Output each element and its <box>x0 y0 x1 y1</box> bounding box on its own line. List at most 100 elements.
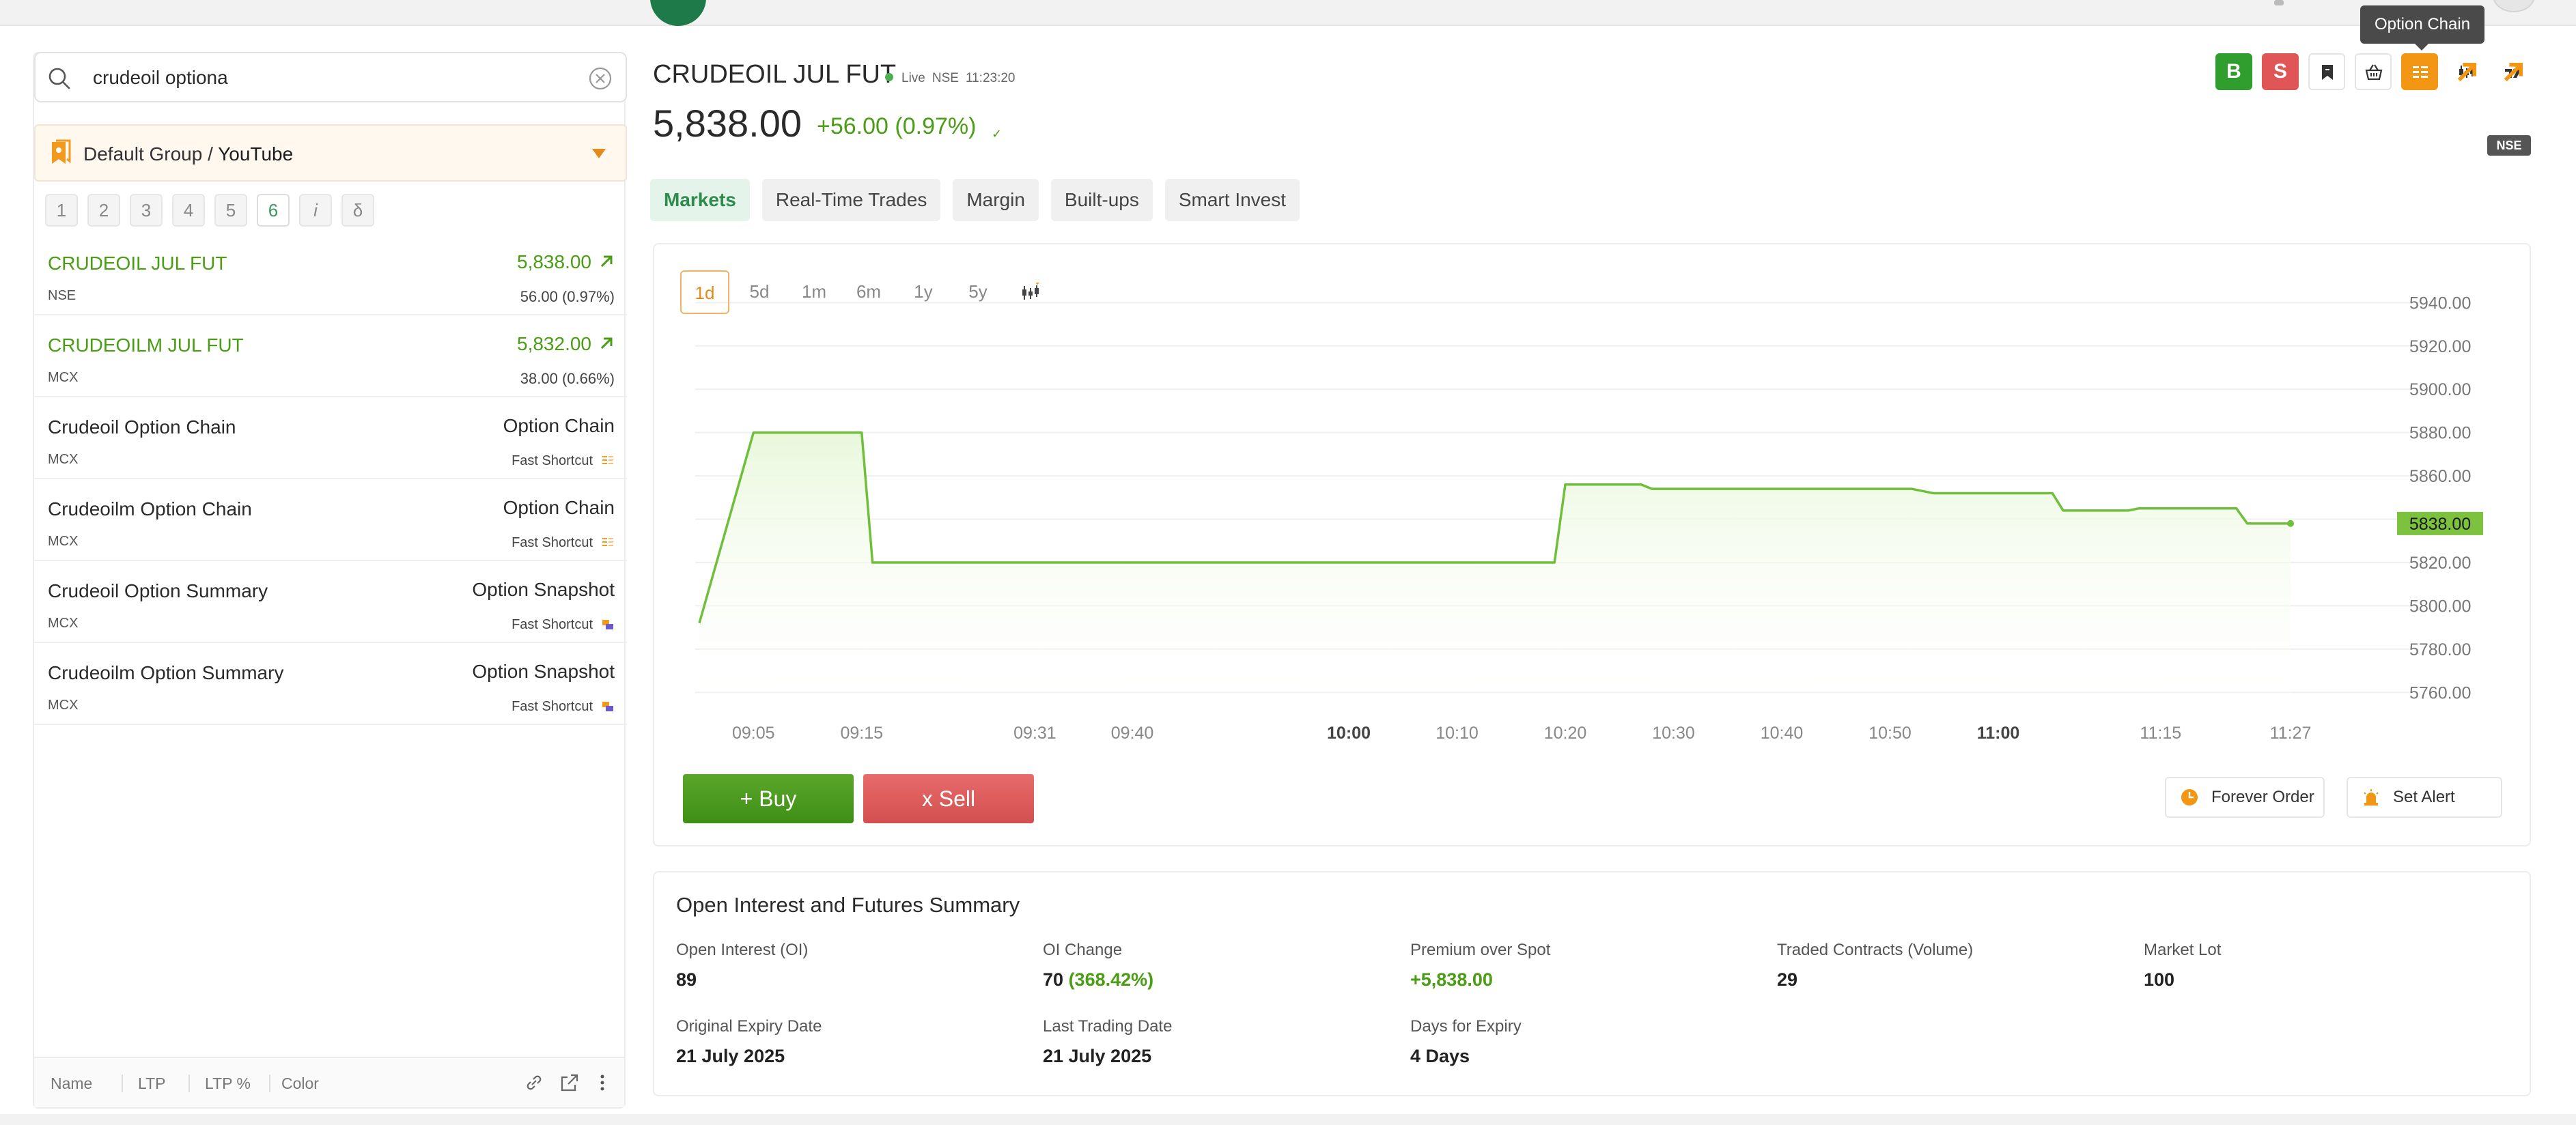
option-chain-button[interactable] <box>2401 53 2438 90</box>
watchlist-group-selector[interactable]: Default Group / YouTube <box>34 124 627 182</box>
original-expiry-value: 21 July 2025 <box>676 1046 785 1066</box>
buy-order-button[interactable]: + Buy <box>683 774 854 823</box>
shortcut-label: Fast Shortcut <box>512 535 615 551</box>
list-item[interactable]: Crudeoilm Option Chain MCX Option Chain … <box>34 479 627 561</box>
set-alert-label: Set Alert <box>2393 788 2455 806</box>
avatar[interactable] <box>2493 0 2535 12</box>
candlestick-icon <box>1022 283 1040 300</box>
sort-ltp-pct-button[interactable]: LTP % <box>205 1074 251 1092</box>
arrow-up-right-icon <box>600 337 613 350</box>
option-chain-icon <box>602 456 613 464</box>
oi-change: OI Change 70 (368.42%) <box>1043 941 1398 991</box>
last-price-point <box>2287 519 2294 527</box>
tab-smart-invest[interactable]: Smart Invest <box>1164 179 1300 221</box>
price-chart[interactable]: 5940.005920.005900.005880.005860.005840.… <box>654 244 2532 763</box>
chevron-down-icon[interactable] <box>591 147 606 160</box>
volume-value: 29 <box>1777 969 1798 990</box>
ltp-value: 5,832.00 <box>517 333 591 354</box>
clear-search-icon[interactable] <box>587 66 613 91</box>
search-value[interactable]: crudeoil optiona <box>93 67 228 88</box>
market-lot-label: Market Lot <box>2144 941 2222 959</box>
arrow-up-right-icon <box>600 255 613 268</box>
range-1m-button[interactable]: 1m <box>801 281 827 302</box>
sell-button[interactable]: S <box>2262 53 2299 90</box>
page-tab-4[interactable]: 4 <box>172 194 205 227</box>
page-tab-3[interactable]: 3 <box>130 194 163 227</box>
basket-button[interactable] <box>2355 53 2392 90</box>
oi-change-label: OI Change <box>1043 941 1123 959</box>
sell-order-button[interactable]: x Sell <box>863 774 1034 823</box>
original-expiry-label: Original Expiry Date <box>676 1017 822 1036</box>
tooltip-option-chain: Option Chain <box>2360 5 2484 51</box>
option-snapshot-icon <box>602 702 613 711</box>
list-item[interactable]: CRUDEOIL JUL FUT NSE 5,838.00 56.00 (0.9… <box>34 233 627 315</box>
brand-logo-icon[interactable] <box>650 0 706 26</box>
set-alert-button[interactable]: Set Alert <box>2347 777 2502 818</box>
alert-siren-icon <box>2364 789 2379 806</box>
page-tab-1[interactable]: 1 <box>45 194 78 227</box>
range-1d-button[interactable]: 1d <box>680 270 729 314</box>
tab-built-ups[interactable]: Built-ups <box>1050 179 1153 221</box>
y-tick-label: 5900.00 <box>2409 380 2471 399</box>
page-tab-delta[interactable]: δ <box>341 194 374 227</box>
range-1y-button[interactable]: 1y <box>914 281 933 302</box>
external-link-icon[interactable] <box>559 1072 580 1094</box>
buy-button[interactable]: B <box>2215 53 2252 90</box>
tab-margin[interactable]: Margin <box>953 179 1039 221</box>
fast-shortcut-text: Fast Shortcut <box>512 535 593 550</box>
fast-shortcut-text: Fast Shortcut <box>512 453 593 468</box>
option-chain-icon <box>602 538 613 546</box>
open-interest-value: 89 <box>676 969 697 990</box>
sort-ltp-button[interactable]: LTP <box>138 1074 166 1092</box>
page-tab-6[interactable]: 6 <box>257 194 290 227</box>
sort-color-button[interactable]: Color <box>281 1074 319 1092</box>
advanced-chart-button[interactable] <box>1008 270 1057 314</box>
page-tab-5[interactable]: 5 <box>214 194 247 227</box>
range-6m-button[interactable]: 6m <box>856 281 882 302</box>
last-traded-price: 5,838.00 <box>653 102 802 145</box>
last-price-label-bg <box>2397 511 2483 535</box>
list-item[interactable]: Crudeoilm Option Summary MCX Option Snap… <box>34 643 627 725</box>
tab-markets[interactable]: Markets <box>650 179 750 221</box>
shortcut-exchange: MCX <box>48 534 79 549</box>
market-lot-value: 100 <box>2144 969 2175 990</box>
instrument-change: 56.00 (0.97%) <box>520 288 615 305</box>
shortcut-label: Fast Shortcut <box>512 699 615 715</box>
instrument-tabs: Markets Real-Time Trades Margin Built-up… <box>650 179 1300 223</box>
chart-type-button[interactable] <box>2448 53 2484 90</box>
divider <box>269 1074 270 1092</box>
basket-icon <box>2365 64 2383 81</box>
more-options-icon[interactable] <box>591 1072 613 1094</box>
traded-contracts: Traded Contracts (Volume) 29 <box>1777 941 2132 991</box>
exchange-label: NSE <box>932 71 959 85</box>
page-tab-info[interactable]: i <box>299 194 332 227</box>
range-5d-button[interactable]: 5d <box>749 281 770 302</box>
change-tick-icon: ✓ <box>992 127 1003 141</box>
list-item[interactable]: Crudeoil Option Summary MCX Option Snaps… <box>34 561 627 643</box>
live-dot-icon <box>885 73 893 81</box>
divider <box>122 1074 123 1092</box>
sort-name-button[interactable]: Name <box>51 1074 93 1092</box>
shortcut-name: Crudeoil Option Summary <box>48 580 268 601</box>
x-tick-label: 11:27 <box>2270 724 2312 743</box>
page-tab-2[interactable]: 2 <box>87 194 120 227</box>
bookmark-button[interactable] <box>2308 53 2345 90</box>
x-tick-label: 10:20 <box>1544 724 1587 743</box>
tradingview-button[interactable] <box>2494 53 2531 90</box>
oi-change-value: 70 (368.42%) <box>1043 969 1398 991</box>
watchlist-pages: 1 2 3 4 5 6 i δ <box>45 194 374 228</box>
time-label: 11:23:20 <box>965 71 1016 85</box>
shortcut-exchange: MCX <box>48 616 79 631</box>
range-5y-button[interactable]: 5y <box>968 281 988 302</box>
list-item[interactable]: Crudeoil Option Chain MCX Option Chain F… <box>34 397 627 479</box>
link-icon[interactable] <box>523 1072 545 1094</box>
search-input[interactable]: crudeoil optiona <box>34 52 627 102</box>
x-tick-label: 10:50 <box>1868 724 1912 743</box>
list-item[interactable]: CRUDEOILM JUL FUT MCX 5,832.00 38.00 (0.… <box>34 315 627 397</box>
futures-summary-card: Open Interest and Futures Summary Open I… <box>653 871 2531 1096</box>
tab-real-time-trades[interactable]: Real-Time Trades <box>761 179 941 221</box>
instrument-ltp: 5,838.00 <box>517 251 615 273</box>
forever-order-button[interactable]: Forever Order <box>2165 777 2325 818</box>
instrument-name: CRUDEOILM JUL FUT <box>48 334 244 356</box>
